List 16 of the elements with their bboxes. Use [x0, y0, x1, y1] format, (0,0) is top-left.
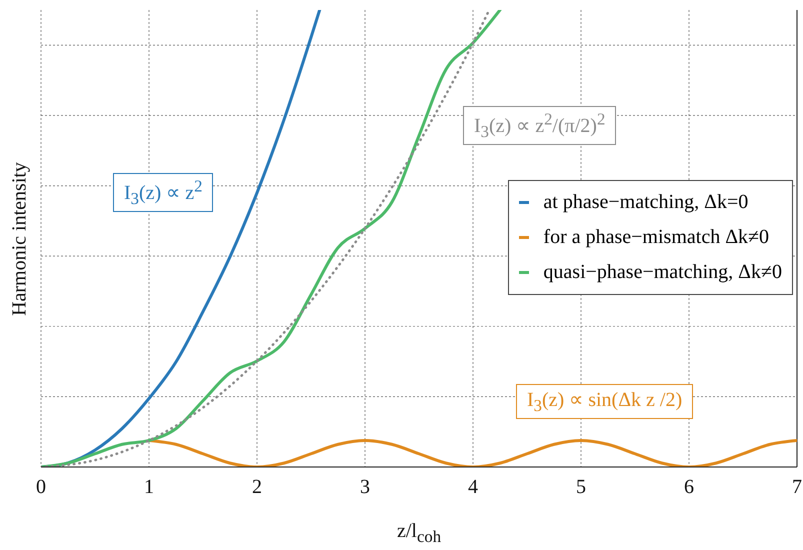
- y-axis-title: Harmonic intensity: [8, 162, 30, 316]
- x-tick-label: 3: [360, 476, 370, 498]
- x-tick-label: 7: [792, 476, 802, 498]
- x-tick-label: 1: [144, 476, 154, 498]
- x-tick-label: 2: [252, 476, 262, 498]
- x-axis-title: z/l$_{coh}$: [396, 520, 442, 546]
- x-tick-label: 0: [36, 476, 46, 498]
- legend-label: at phase−matching, Δk=0: [543, 191, 748, 214]
- legend-label: quasi−phase−matching, Δk≠0: [543, 261, 782, 284]
- x-tick-label: 6: [684, 476, 694, 498]
- x-tick-label: 4: [468, 476, 478, 498]
- x-tick-label: 5: [576, 476, 586, 498]
- annotation: I$_{3}$(z) ∝ z$^{2}$: [124, 176, 202, 208]
- annotation: I$_{3}$(z) ∝ sin(Δk z /2): [527, 389, 682, 415]
- annotation: I$_{3}$(z) ∝ z$^{2}$/(π/2)$^{2}$: [474, 109, 606, 141]
- legend-label: for a phase−mismatch Δk≠0: [543, 226, 770, 249]
